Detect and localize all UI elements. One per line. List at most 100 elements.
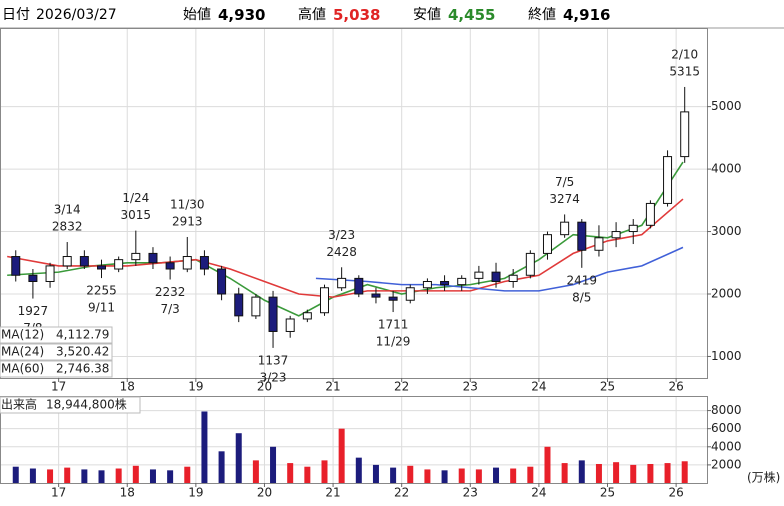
candle-body: [131, 252, 141, 261]
x-tick-label: 23: [463, 486, 478, 500]
candle-body: [234, 293, 244, 317]
high-label: 高値: [298, 7, 326, 23]
volume-bar: [29, 468, 36, 483]
annotation-price: 5315: [669, 64, 700, 78]
annotation-price: 1927: [18, 304, 49, 318]
x-tick-label: 25: [600, 380, 615, 394]
candle-body: [97, 265, 107, 270]
volume-bar: [441, 470, 448, 483]
annotation-date: 7/5: [555, 175, 574, 189]
x-tick-label: 21: [325, 486, 340, 500]
candle-body: [217, 268, 227, 295]
candle-body: [594, 237, 604, 251]
volume-bar: [372, 464, 379, 483]
y-tick-label: 5000: [711, 99, 742, 113]
volume-bar: [149, 469, 156, 483]
x-tick-label: 19: [188, 486, 203, 500]
volume-bar: [390, 467, 397, 483]
candle-body: [508, 274, 518, 283]
volume-bar: [47, 469, 54, 483]
legend-box: [0, 396, 141, 414]
volume-bar: [64, 467, 71, 483]
candle-body: [285, 318, 295, 332]
low-value: 4,455: [448, 1, 495, 30]
volume-bar: [561, 463, 568, 483]
legend-value: 3,520.42: [56, 345, 109, 359]
annotation-date: 3/23: [260, 370, 287, 384]
x-tick-label: 17: [51, 380, 66, 394]
volume-bar: [287, 463, 294, 483]
volume-bar: [527, 466, 534, 483]
annotation-price: 2832: [52, 220, 83, 234]
header: 日付 2026/03/27 始値 4,930 高値 5,038 安値 4,455…: [0, 0, 784, 28]
candle-body: [611, 231, 621, 239]
candle-body: [645, 202, 655, 226]
y-tick-label: 6000: [711, 421, 742, 435]
x-tick-label: 21: [325, 380, 340, 394]
candle-body: [199, 256, 209, 270]
candle-body: [28, 274, 38, 283]
annotation-date: 9/11: [88, 301, 115, 315]
candle-body: [405, 287, 415, 301]
low-label: 安値: [413, 7, 441, 23]
x-tick-label: 18: [120, 380, 135, 394]
candle-body: [491, 271, 501, 283]
volume-bar: [167, 470, 174, 483]
annotation-date: 11/29: [376, 335, 411, 349]
candle-body: [628, 224, 638, 233]
annotation-price: 1711: [378, 318, 409, 332]
volume-bar: [493, 467, 500, 483]
volume-bar: [544, 446, 551, 483]
volume-bar: [595, 463, 602, 483]
volume-title: 出来高: [1, 397, 37, 412]
y-tick-label: 8000: [711, 403, 742, 417]
volume-bar: [355, 457, 362, 483]
annotation-price: 2419: [567, 273, 598, 287]
candle-body: [525, 252, 535, 276]
candle-body: [62, 256, 72, 267]
legend-box: [0, 326, 113, 344]
volume-bar: [270, 446, 277, 483]
volume-bar: [647, 463, 654, 483]
volume-bar: [510, 468, 517, 483]
annotation-date: 3/14: [54, 203, 81, 217]
date: 2026/03/27: [36, 7, 117, 23]
volume-bar: [578, 460, 585, 483]
volume-bar: [321, 460, 328, 483]
annotation-price: 1137: [258, 353, 289, 367]
volume-bar: [475, 469, 482, 483]
y-tick-label: 4000: [711, 162, 742, 176]
volume-frame: [0, 396, 708, 484]
x-tick-label: 19: [188, 380, 203, 394]
volume-latest: 18,944,800株: [46, 397, 127, 412]
x-tick-label: 20: [257, 486, 272, 500]
candle-body: [165, 262, 175, 270]
annotation-price: 2232: [155, 285, 186, 299]
candle-body: [560, 221, 570, 236]
candle-body: [663, 156, 673, 204]
close-label: 終値: [528, 7, 556, 23]
close: 4,916: [563, 6, 611, 24]
candle-body: [354, 277, 364, 295]
high: 5,038: [333, 6, 381, 24]
date-label: 日付: [2, 7, 30, 23]
volume-bar: [252, 460, 259, 483]
x-tick-label: 22: [394, 380, 409, 394]
y-tick-label: 2000: [711, 457, 742, 471]
moving-average-line: [7, 161, 684, 317]
moving-average-line: [315, 246, 684, 292]
volume-bar: [218, 451, 225, 483]
open-value: 4,930: [218, 1, 265, 30]
candle-body: [371, 293, 381, 298]
candle-body: [251, 296, 261, 317]
y-tick-label: 4000: [711, 439, 742, 453]
legend-box: [0, 360, 113, 378]
volume-bar: [407, 465, 414, 483]
x-tick-label: 20: [257, 380, 272, 394]
annotation-price: 2428: [326, 245, 357, 259]
volume-bar: [12, 466, 19, 483]
volume-bar: [664, 463, 671, 483]
volume-bar: [304, 466, 311, 483]
volume-bar: [98, 470, 105, 483]
